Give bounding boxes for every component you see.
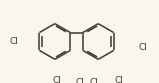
Text: Cl: Cl [75, 78, 84, 83]
Text: Cl: Cl [89, 78, 98, 83]
Text: Cl: Cl [138, 43, 147, 52]
Text: Cl: Cl [114, 76, 123, 83]
Text: Cl: Cl [52, 76, 61, 83]
Text: Cl: Cl [10, 37, 19, 46]
